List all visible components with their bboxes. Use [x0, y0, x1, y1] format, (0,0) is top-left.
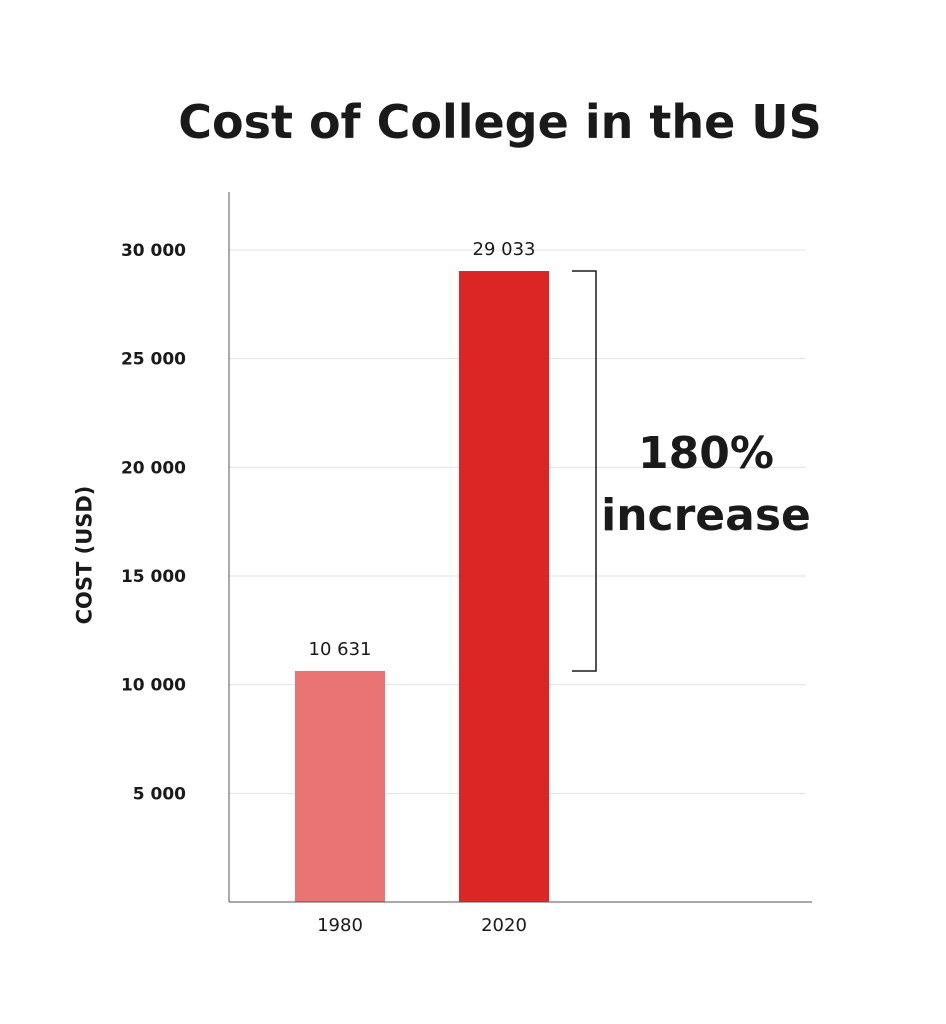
- x-axis-categories: 1980 2020: [317, 915, 527, 936]
- bar-1980: [295, 670, 385, 902]
- y-tick-label: 15 000: [121, 567, 186, 587]
- y-tick-label: 30 000: [121, 241, 186, 261]
- y-axis-title: COST (USD): [72, 486, 96, 625]
- value-label: 10 631: [309, 639, 372, 660]
- y-tick-label: 10 000: [121, 676, 186, 696]
- x-category-label: 2020: [481, 915, 527, 936]
- bars: [295, 271, 549, 902]
- bar-2020: [459, 271, 549, 902]
- y-tick-label: 5 000: [133, 784, 186, 804]
- y-axis-ticks: 5 000 10 000 15 000 20 000 25 000 30 000: [121, 241, 186, 804]
- x-category-label: 1980: [317, 915, 363, 936]
- value-label: 29 033: [473, 239, 536, 260]
- data-labels: 10 631 29 033: [309, 239, 536, 660]
- chart-title: Cost of College in the US: [178, 95, 822, 149]
- increase-word-label: increase: [601, 490, 811, 541]
- y-tick-label: 20 000: [121, 458, 186, 478]
- increase-bracket: [572, 270, 597, 672]
- y-tick-label: 25 000: [121, 350, 186, 370]
- increase-percent-label: 180%: [638, 428, 774, 479]
